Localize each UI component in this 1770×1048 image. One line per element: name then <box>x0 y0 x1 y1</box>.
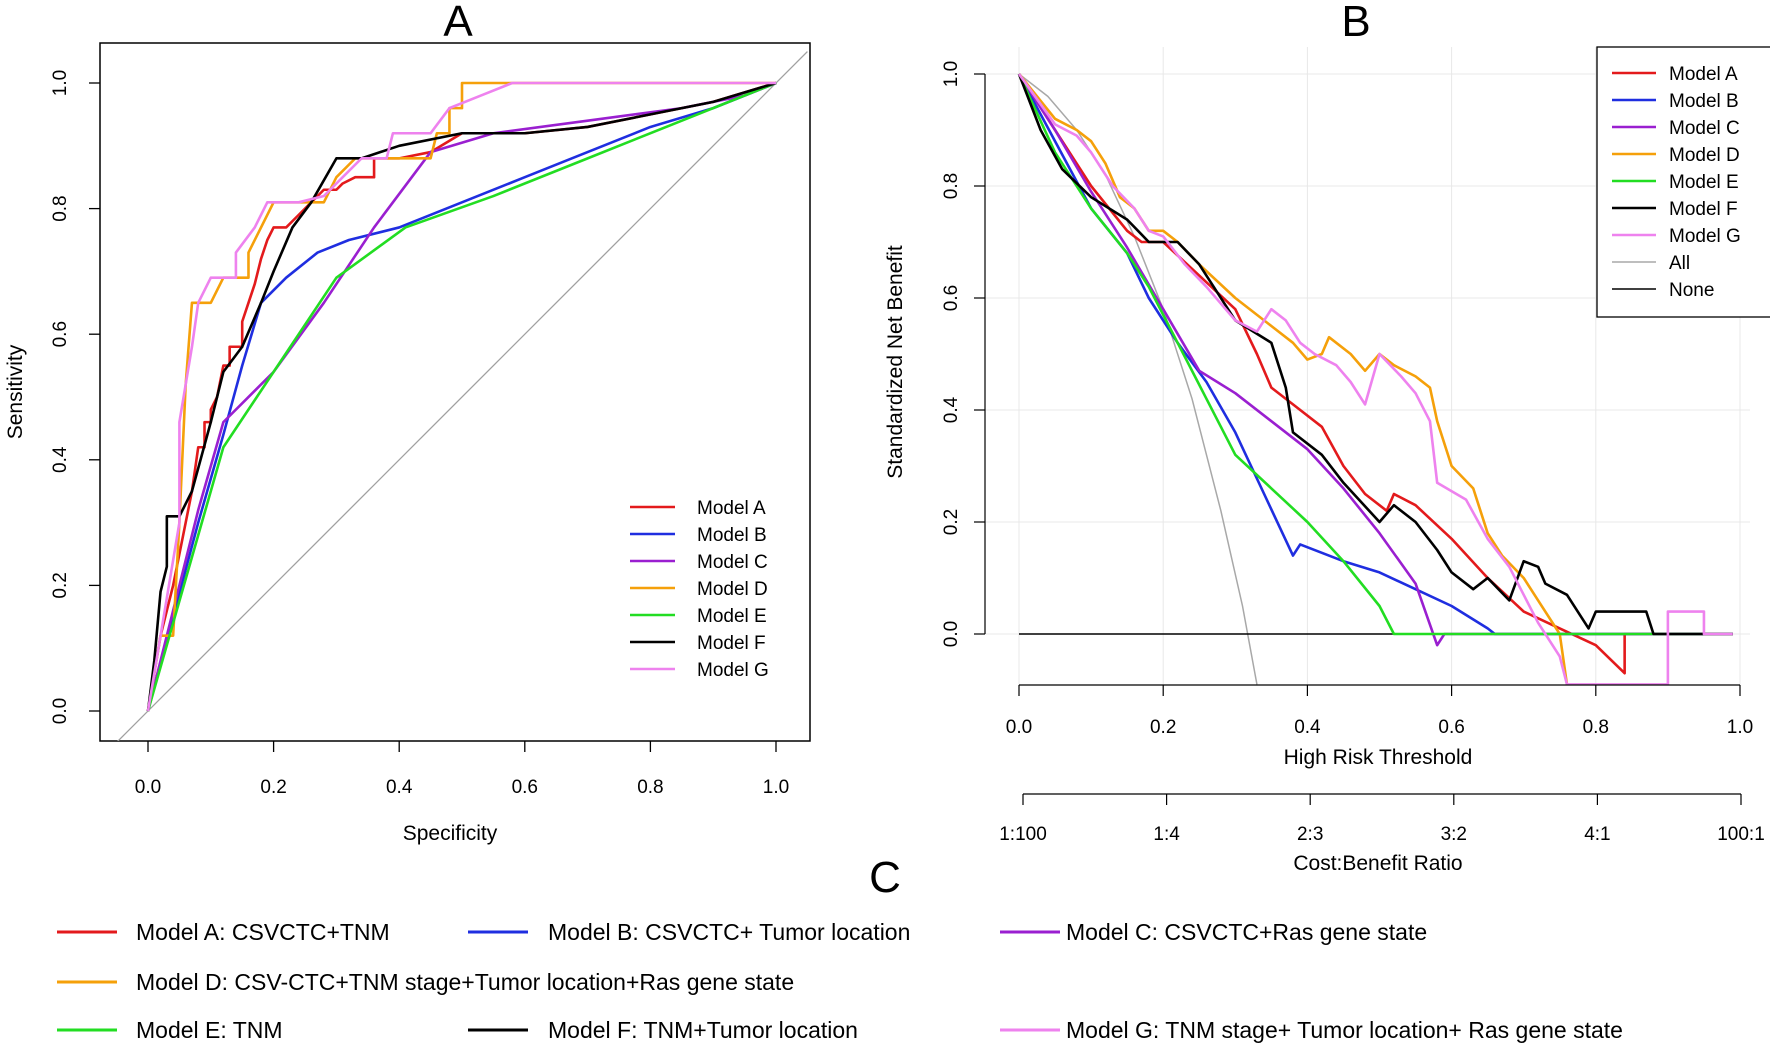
roc-curve-model-g <box>146 81 776 712</box>
model-description-label: Model A: CSVCTC+TNM <box>136 919 390 945</box>
roc-legend-label: Model A <box>697 498 766 519</box>
dca-legend: Model A Model B Model C Model D Model E Model… <box>1596 46 1770 318</box>
roc-curve-model-f <box>146 81 777 712</box>
cost-benefit-tick-label: 100:1 <box>1717 824 1765 845</box>
dca-y-tick-label: 0.0 <box>941 621 962 647</box>
dca-legend-label: Model F <box>1669 199 1738 220</box>
model-description-label: Model E: TNM <box>136 1017 283 1043</box>
dca-legend-label: All <box>1669 253 1690 274</box>
roc-x-tick-label: 0.6 <box>512 777 538 798</box>
decision-curve-chart: 0.0 0.2 0.4 0.6 0.8 1.0 0.0 0.2 0.4 0.6 0.8 1.0 Hi… <box>884 46 1770 875</box>
roc-curve-model-b <box>146 81 777 712</box>
dca-y-tick-label: 0.6 <box>941 285 962 311</box>
roc-y-tick-label: 0.2 <box>50 572 71 598</box>
roc-x-tick-label: 0.2 <box>260 777 286 798</box>
roc-x-tick-label: 0.8 <box>637 777 663 798</box>
cost-benefit-tick-label: 2:3 <box>1297 824 1323 845</box>
roc-xlabel: Specificity <box>403 822 498 845</box>
roc-legend-label: Model F <box>697 633 766 654</box>
dca-x-tick-label: 1.0 <box>1727 717 1753 738</box>
roc-y-tick-label: 1.0 <box>50 70 71 96</box>
panel-letter-b: B <box>1341 0 1370 46</box>
dca-xlabel: High Risk Threshold <box>1284 746 1473 769</box>
dca-curve-model-g <box>1017 73 1733 685</box>
roc-y-tick-label: 0.4 <box>50 446 71 473</box>
roc-x-tick-label: 1.0 <box>763 777 789 798</box>
roc-x-tick-label: 0.0 <box>135 777 161 798</box>
dca-y-tick-label: 0.4 <box>941 396 962 423</box>
roc-x-tick-label: 0.4 <box>386 777 413 798</box>
dca-x-tick-label: 0.4 <box>1294 717 1321 738</box>
dca-x-tick-label: 0.6 <box>1438 717 1464 738</box>
model-description-legend: Model A: CSVCTC+TNM Model B: CSVCTC+ Tumo… <box>57 919 1623 1043</box>
dca-legend-label: Model A <box>1669 64 1738 85</box>
dca-legend-label: Model C <box>1669 118 1740 139</box>
dca-legend-label: Model E <box>1669 172 1739 193</box>
roc-chart: 0.0 0.2 0.4 0.6 0.8 1.0 0.0 0.2 0.4 0.6 0.8 1.0 Sp… <box>4 42 811 845</box>
dca-curve-model-a <box>1017 73 1733 675</box>
roc-legend-label: Model E <box>697 606 767 627</box>
model-description-label: Model C: CSVCTC+Ras gene state <box>1066 919 1427 945</box>
dca-curve-all <box>1018 73 1258 685</box>
roc-legend-label: Model C <box>697 552 768 573</box>
cost-benefit-tick-label: 1:4 <box>1153 824 1180 845</box>
cost-benefit-tick-label: 3:2 <box>1441 824 1467 845</box>
model-description-label: Model D: CSV-CTC+TNM stage+Tumor locatio… <box>136 969 794 995</box>
roc-curve-model-e <box>146 81 777 712</box>
dca-y-tick-label: 0.2 <box>941 509 962 535</box>
dca-y-tick-label: 0.8 <box>941 173 962 199</box>
roc-ylabel: Sensitivity <box>4 344 27 439</box>
dca-curve-model-f <box>1017 73 1733 636</box>
roc-y-tick-label: 0.0 <box>50 698 71 724</box>
roc-reference-diagonal <box>117 51 808 741</box>
dca-legend-label: Model D <box>1669 145 1740 166</box>
roc-legend-label: Model B <box>697 525 767 546</box>
roc-y-tick-label: 0.8 <box>50 195 71 221</box>
model-description-label: Model B: CSVCTC+ Tumor location <box>548 919 910 945</box>
cost-benefit-xlabel: Cost:Benefit Ratio <box>1293 852 1462 875</box>
dca-legend-label: None <box>1669 280 1714 301</box>
dca-curve-model-e <box>1017 73 1733 636</box>
roc-legend: Model A Model B Model C Model D Model E Model… <box>630 498 769 681</box>
roc-legend-label: Model G <box>697 660 769 681</box>
model-description-label: Model G: TNM stage+ Tumor location+ Ras … <box>1066 1017 1623 1043</box>
roc-y-tick-label: 0.6 <box>50 321 71 347</box>
model-description-label: Model F: TNM+Tumor location <box>548 1017 858 1043</box>
dca-legend-label: Model B <box>1669 91 1739 112</box>
panel-letter-a: A <box>443 0 473 46</box>
roc-legend-label: Model D <box>697 579 768 600</box>
roc-curve-model-a <box>146 81 777 712</box>
dca-x-tick-label: 0.0 <box>1006 717 1032 738</box>
dca-y-tick-label: 1.0 <box>941 61 962 87</box>
dca-x-tick-label: 0.2 <box>1150 717 1176 738</box>
cost-benefit-tick-label: 1:100 <box>999 824 1047 845</box>
dca-x-tick-label: 0.8 <box>1583 717 1609 738</box>
cost-benefit-tick-label: 4:1 <box>1584 824 1610 845</box>
roc-plot-frame <box>99 42 811 742</box>
panel-letter-c: C <box>869 853 901 902</box>
dca-curve-model-c <box>1017 73 1733 647</box>
dca-curve-model-d <box>1017 73 1569 685</box>
dca-ylabel: Standardized Net Benefit <box>884 245 907 479</box>
dca-legend-label: Model G <box>1669 226 1741 247</box>
